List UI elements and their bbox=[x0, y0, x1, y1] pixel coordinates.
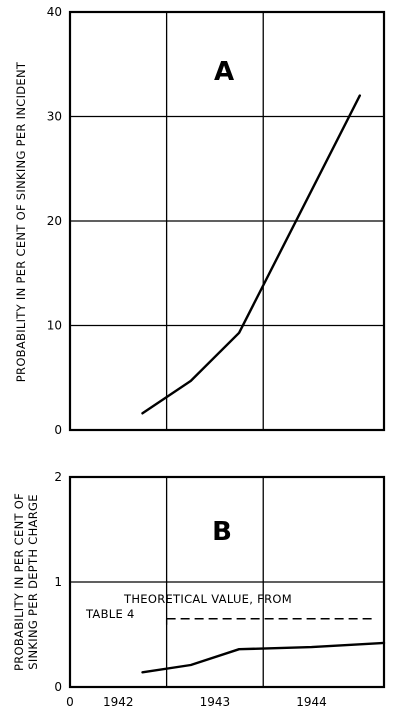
series-line-b bbox=[141, 641, 386, 674]
grid-b bbox=[70, 477, 384, 687]
panel-label-b: B bbox=[212, 517, 232, 547]
series-line-a bbox=[141, 94, 361, 415]
y-tick-label-b: 2 bbox=[54, 470, 62, 484]
y-tick-label-a: 20 bbox=[47, 214, 62, 228]
grid-a bbox=[70, 12, 384, 430]
y-tick-label-a: 30 bbox=[47, 110, 62, 124]
x-tick-label: 1943 bbox=[200, 695, 231, 709]
x-ticks-b: 0 1942 1943 1944 bbox=[66, 695, 327, 709]
y-axis-label-b-line2: SINKING PER DEPTH CHARGE bbox=[26, 494, 40, 670]
panel-label-a: A bbox=[214, 57, 234, 87]
theoretical-value-label-line2: TABLE 4 bbox=[85, 607, 135, 621]
y-tick-label-b: 1 bbox=[54, 575, 62, 589]
y-tick-label-a: 0 bbox=[54, 423, 62, 437]
theoretical-value-label-line1: THEORETICAL VALUE, FROM bbox=[123, 592, 292, 606]
y-axis-label-a: PROBABILITY IN PER CENT OF SINKING PER I… bbox=[14, 61, 28, 382]
panel-a: 0 10 20 30 40 A PROBABILITY IN PER CENT OF S… bbox=[14, 5, 386, 437]
y-tick-label-a: 40 bbox=[47, 5, 62, 19]
panel-b: 0 1 2 0 1942 1943 1944 THEORETICAL VALUE, FRO… bbox=[12, 470, 386, 709]
x-tick-label: 1942 bbox=[103, 695, 134, 709]
y-tick-label-b: 0 bbox=[54, 680, 62, 694]
y-ticks-a: 0 10 20 30 40 bbox=[47, 5, 62, 437]
panel-b-frame bbox=[68, 475, 386, 689]
panel-a-frame bbox=[68, 10, 386, 432]
x-tick-label: 0 bbox=[66, 695, 74, 709]
x-tick-label: 1944 bbox=[296, 695, 327, 709]
y-ticks-b: 0 1 2 bbox=[54, 470, 62, 694]
y-axis-label-b-line1: PROBABILITY IN PER CENT OF bbox=[12, 493, 26, 671]
y-tick-label-a: 10 bbox=[47, 319, 62, 333]
